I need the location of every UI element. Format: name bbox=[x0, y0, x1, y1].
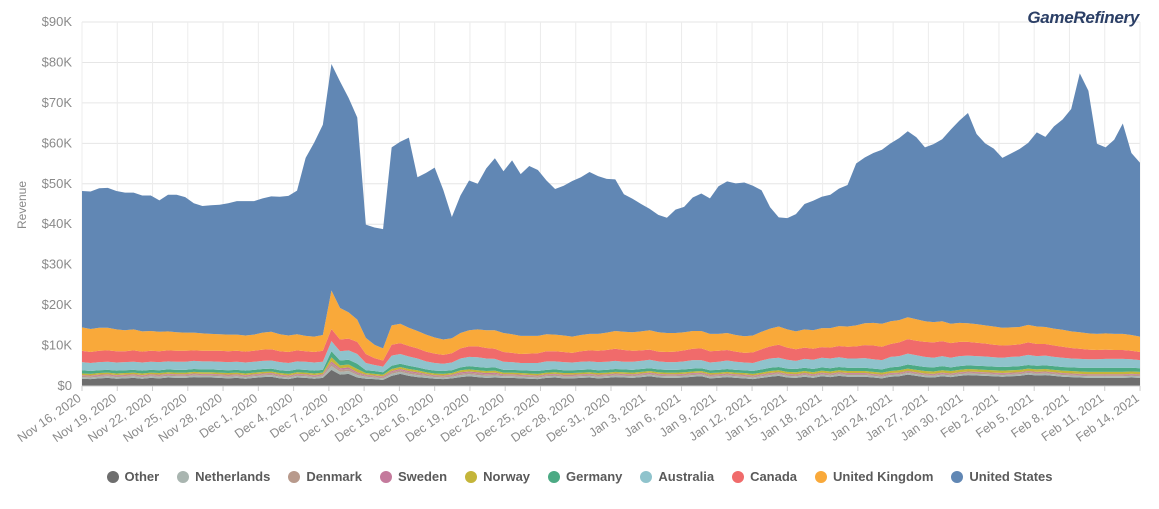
legend-swatch bbox=[106, 470, 119, 483]
legend-swatch bbox=[548, 470, 561, 483]
legend-label: United Kingdom bbox=[833, 469, 934, 484]
area-united-kingdom bbox=[82, 290, 1140, 361]
area-united-states bbox=[82, 64, 1140, 349]
y-axis-label: Revenue bbox=[15, 181, 29, 229]
y-tick-label: $30K bbox=[42, 257, 73, 272]
legend-label: Australia bbox=[658, 469, 715, 484]
legend-swatch bbox=[951, 470, 964, 483]
area-germany bbox=[82, 351, 1140, 375]
legend-swatch bbox=[732, 470, 745, 483]
y-tick-label: $90K bbox=[42, 14, 73, 29]
legend-item-other[interactable]: Other bbox=[106, 469, 160, 484]
area-other bbox=[82, 369, 1140, 386]
area-australia bbox=[82, 341, 1140, 373]
legend-label: Germany bbox=[566, 469, 623, 484]
area-sweden bbox=[82, 361, 1140, 378]
y-tick-label: $50K bbox=[42, 176, 73, 191]
legend-swatch bbox=[815, 470, 828, 483]
y-tick-label: $0 bbox=[58, 378, 72, 393]
legend-label: Denmark bbox=[306, 469, 362, 484]
legend-swatch bbox=[640, 470, 653, 483]
y-tick-label: $20K bbox=[42, 297, 73, 312]
area-netherlands bbox=[82, 366, 1140, 380]
legend-label: Sweden bbox=[397, 469, 448, 484]
y-tick-label: $40K bbox=[42, 216, 73, 231]
brand-logo: GameRefinery bbox=[1027, 8, 1139, 27]
legend-swatch bbox=[288, 470, 301, 483]
legend-item-norway[interactable]: Norway bbox=[465, 469, 530, 484]
legend-swatch bbox=[465, 470, 478, 483]
legend-item-denmark[interactable]: Denmark bbox=[288, 469, 362, 484]
y-tick-label: $80K bbox=[42, 54, 73, 69]
chart-legend: Other Netherlands Denmark Sweden Norway Germa… bbox=[0, 469, 1159, 488]
area-denmark bbox=[82, 363, 1140, 379]
legend-swatch bbox=[177, 470, 190, 483]
y-tick-label: $60K bbox=[42, 135, 73, 150]
legend-item-netherlands[interactable]: Netherlands bbox=[177, 469, 270, 484]
legend-label: Canada bbox=[750, 469, 798, 484]
legend-item-sweden[interactable]: Sweden bbox=[379, 469, 448, 484]
area-series bbox=[82, 64, 1140, 386]
legend-item-canada[interactable]: Canada bbox=[732, 469, 797, 484]
legend-item-australia[interactable]: Australia bbox=[640, 469, 714, 484]
legend-label: United States bbox=[969, 469, 1053, 484]
legend-label: Other bbox=[124, 469, 160, 484]
y-tick-label: $10K bbox=[42, 338, 73, 353]
legend-label: Netherlands bbox=[195, 469, 271, 484]
legend-swatch bbox=[379, 470, 392, 483]
area-canada bbox=[82, 328, 1140, 367]
legend-item-united-kingdom[interactable]: United Kingdom bbox=[815, 469, 933, 484]
area-norway bbox=[82, 357, 1140, 377]
y-tick-label: $70K bbox=[42, 95, 73, 110]
legend-item-united-states[interactable]: United States bbox=[951, 469, 1053, 484]
legend-item-germany[interactable]: Germany bbox=[548, 469, 622, 484]
legend-label: Norway bbox=[483, 469, 531, 484]
